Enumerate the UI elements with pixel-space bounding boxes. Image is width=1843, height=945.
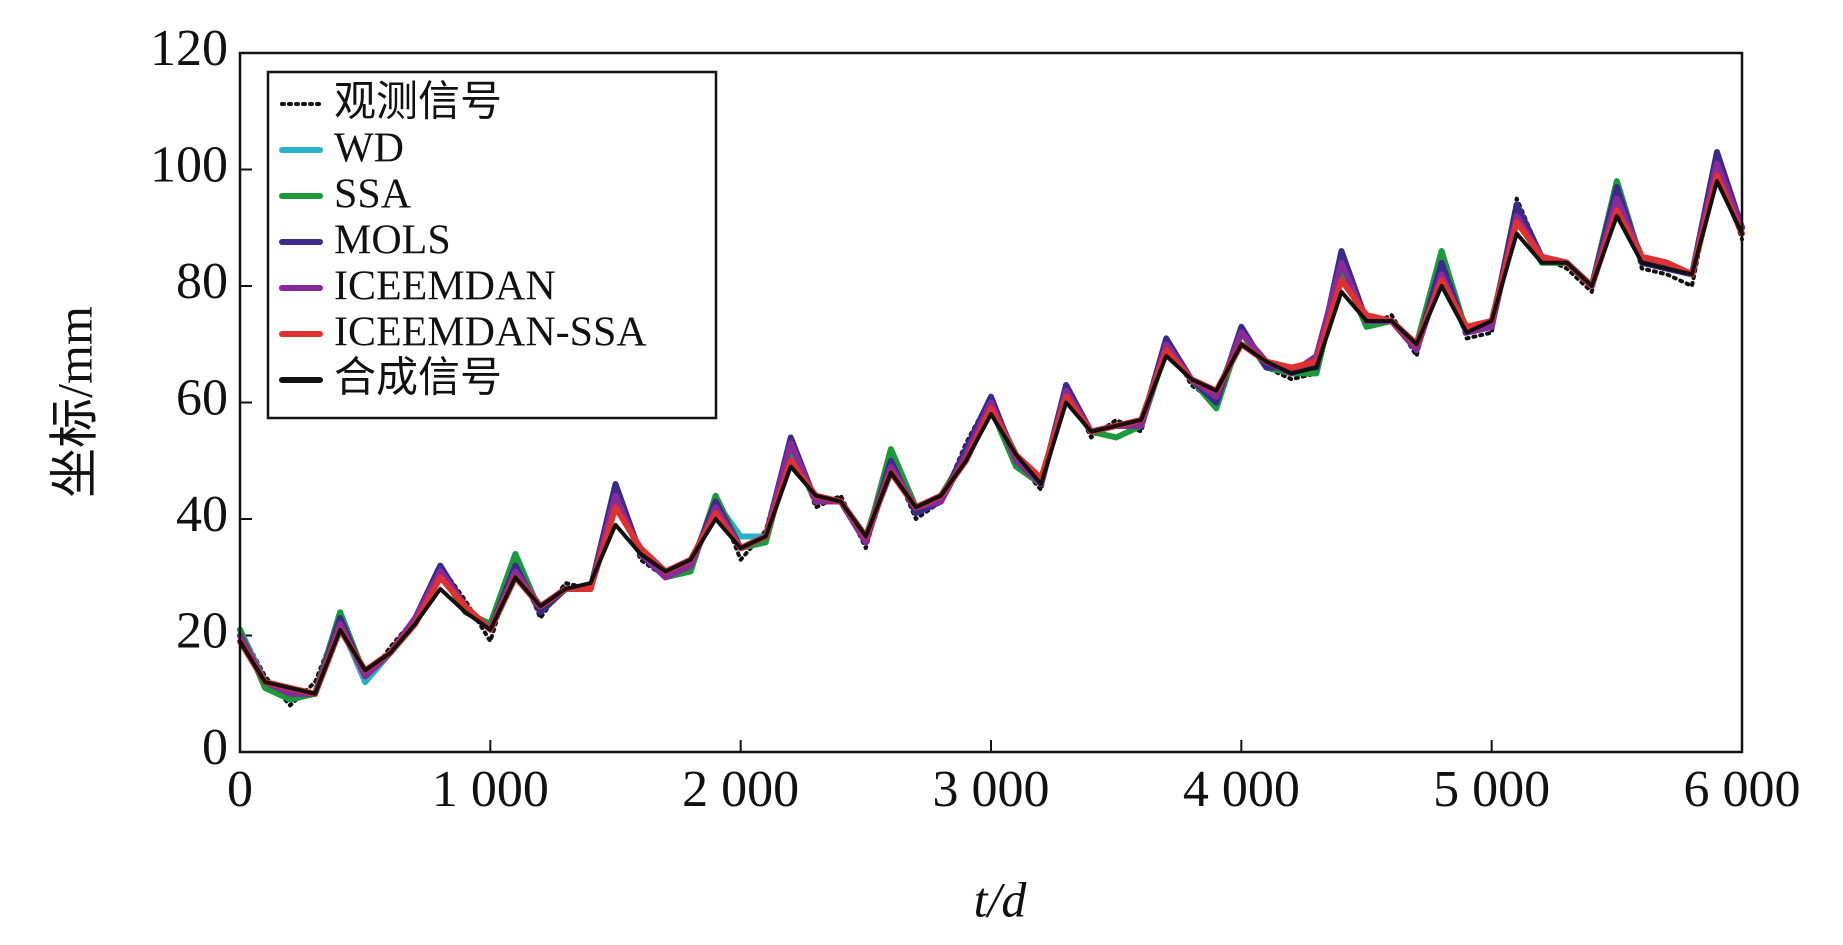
x-tick-label: 4 000 bbox=[1183, 761, 1300, 818]
legend-label: MOLS bbox=[334, 218, 451, 264]
legend-label: SSA bbox=[334, 172, 412, 218]
y-tick-label: 40 bbox=[176, 486, 228, 543]
legend-label: 合成信号 bbox=[334, 356, 502, 402]
x-tick-label: 1 000 bbox=[432, 761, 549, 818]
legend-label: ICEEMDAN bbox=[334, 264, 556, 310]
x-axis-label: t/d bbox=[974, 871, 1028, 927]
legend-label: ICEEMDAN-SSA bbox=[334, 310, 647, 356]
y-tick-label: 60 bbox=[176, 369, 228, 426]
x-tick-label: 2 000 bbox=[682, 761, 799, 818]
y-tick-label: 80 bbox=[176, 253, 228, 310]
legend-box bbox=[266, 70, 718, 420]
y-tick-label: 120 bbox=[150, 20, 228, 77]
y-tick-label: 0 bbox=[202, 719, 228, 776]
plot-frame bbox=[238, 51, 1744, 754]
y-tick-label: 20 bbox=[176, 602, 228, 659]
line bbox=[238, 179, 1744, 696]
x-tick-label: 5 000 bbox=[1433, 761, 1550, 818]
legend-label: WD bbox=[334, 126, 404, 172]
x-tick-label: 6 000 bbox=[1684, 761, 1801, 818]
legend-label: 观测信号 bbox=[334, 80, 502, 126]
x-tick-label: 0 bbox=[227, 761, 253, 818]
x-tick-label: 3 000 bbox=[933, 761, 1050, 818]
y-tick-label: 100 bbox=[150, 136, 228, 193]
y-axis-label: 坐标/mm bbox=[46, 306, 102, 498]
